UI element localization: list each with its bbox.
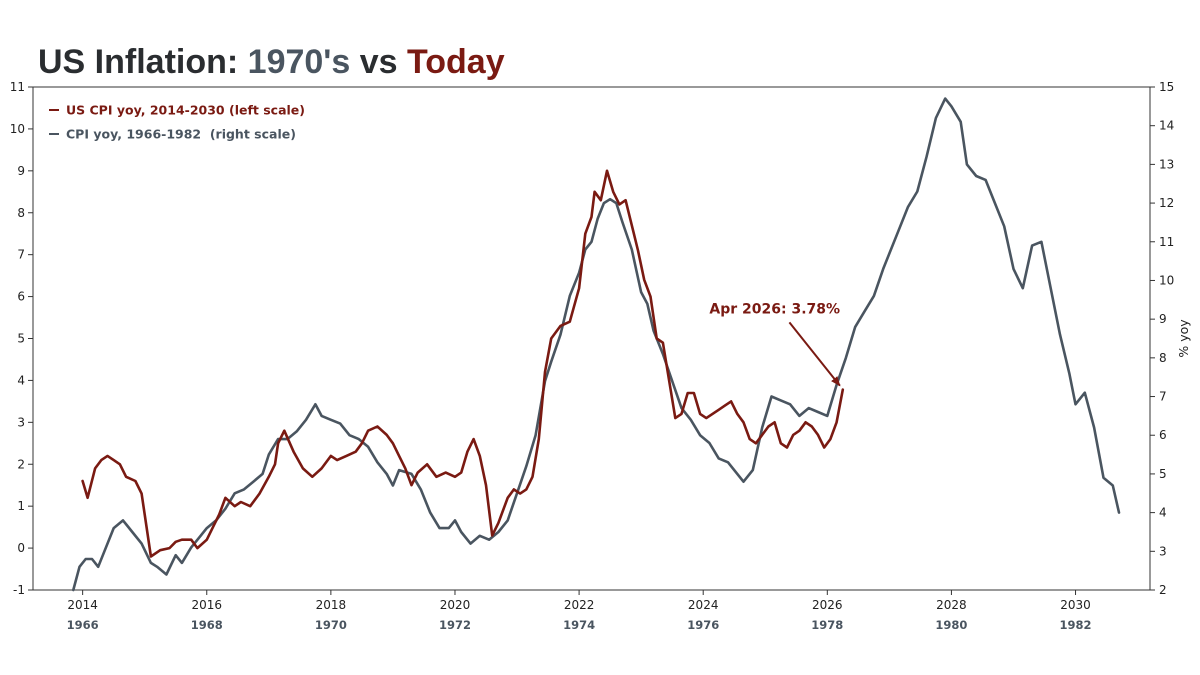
left-tick-label: 6 [17,290,25,304]
left-tick-label: 5 [17,332,25,346]
right-axis-label: % yoy [1176,319,1191,358]
left-tick-label: 4 [17,373,25,387]
left-tick-label: 1 [17,499,25,513]
right-tick-label: 11 [1159,235,1174,249]
x-tick-label: 2018 [316,598,347,612]
right-tick-label: 3 [1159,544,1167,558]
chart-title: US Inflation: 1970's vs Today [38,43,505,81]
right-tick-label: 13 [1159,157,1174,171]
annotation-label: Apr 2026: 3.78% [709,301,840,317]
series-layer [72,97,1121,592]
x-tick-label: 2016 [191,598,222,612]
x-secondary-tick-label: 1980 [935,618,967,632]
left-tick-label: 11 [10,80,25,94]
title-part-1: US Inflation: [38,43,248,81]
legend: US CPI yoy, 2014-2030 (left scale) CPI yo… [49,103,305,142]
left-tick-label: 10 [10,122,25,136]
left-tick-label: -1 [13,583,25,597]
right-tick-label: 15 [1159,80,1174,94]
x-secondary-tick-label: 1966 [67,618,99,632]
title-part-3: vs [350,43,407,81]
title-part-2: 1970's [248,43,351,81]
x-secondary-tick-label: 1972 [439,618,471,632]
right-tick-label: 2 [1159,583,1167,597]
x-secondary-tick-label: 1978 [811,618,843,632]
series-line-cpi-1966-1982 [72,97,1121,592]
annotation-arrow [788,321,841,387]
left-tick-label: 2 [17,457,25,471]
right-tick-label: 8 [1159,351,1167,365]
legend-entry: CPI yoy, 1966-1982 (right scale) [66,127,296,142]
right-tick-label: 7 [1159,390,1167,404]
left-tick-label: 7 [17,248,25,262]
legend-entry: US CPI yoy, 2014-2030 (left scale) [66,103,305,118]
annotation: Apr 2026: 3.78% [709,301,841,387]
left-tick-label: 9 [17,164,25,178]
x-secondary-tick-label: 1968 [191,618,223,632]
right-tick-label: 4 [1159,506,1167,520]
x-tick-label: 2020 [440,598,471,612]
x-tick-label: 2030 [1060,598,1091,612]
right-tick-label: 14 [1159,119,1174,133]
x-secondary-tick-label: 1982 [1060,618,1092,632]
x-tick-label: 2022 [564,598,595,612]
plot-frame [32,86,1151,591]
x-tick-label: 2028 [936,598,967,612]
x-tick-label: 2026 [812,598,843,612]
right-tick-label: 9 [1159,312,1167,326]
left-tick-label: 8 [17,206,25,220]
x-tick-label: 2024 [688,598,719,612]
right-tick-label: 5 [1159,467,1167,481]
x-secondary-tick-label: 1970 [315,618,347,632]
series-line-us-cpi-2014-2030 [81,169,845,558]
right-tick-label: 12 [1159,196,1174,210]
x-secondary-tick-label: 1974 [563,618,595,632]
right-tick-label: 10 [1159,273,1174,287]
left-tick-label: 0 [17,541,25,555]
x-secondary-tick-label: 1976 [687,618,719,632]
title-part-4: Today [407,43,505,81]
right-tick-label: 6 [1159,428,1167,442]
x-tick-label: 2014 [67,598,98,612]
left-tick-label: 3 [17,415,25,429]
